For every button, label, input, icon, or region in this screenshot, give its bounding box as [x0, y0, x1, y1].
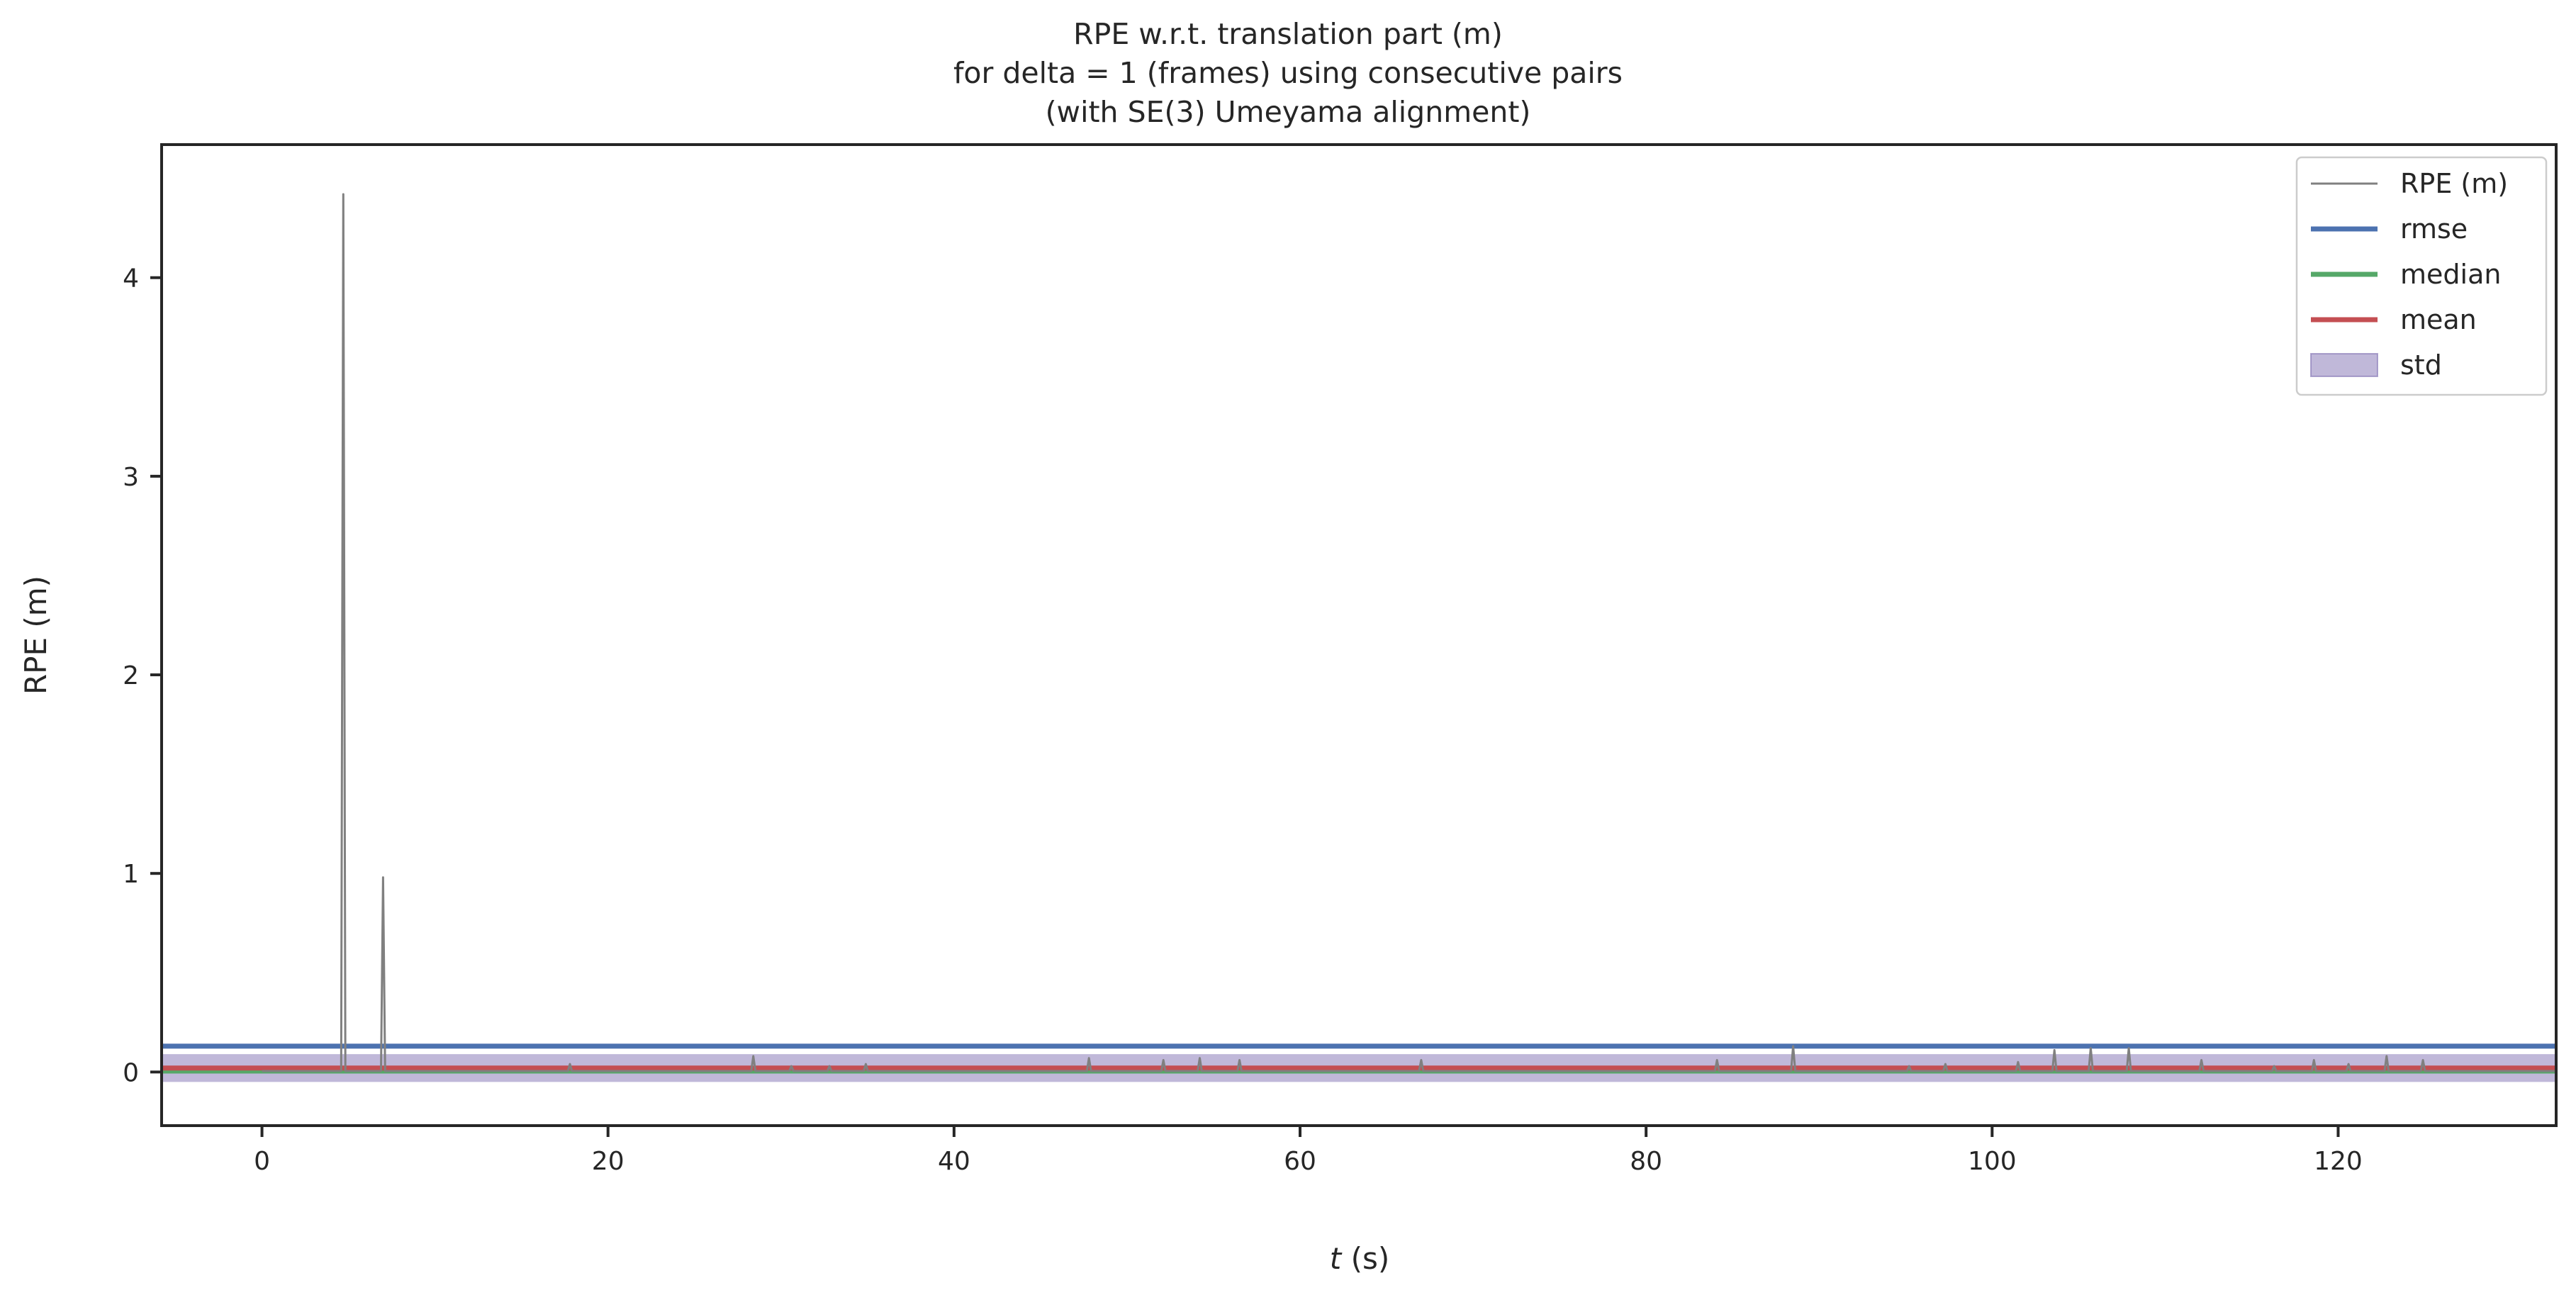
x-axis-label: t (s): [1330, 1241, 1389, 1276]
legend-label-std: std: [2400, 349, 2442, 381]
x-tick-label: 60: [1284, 1147, 1316, 1176]
chart-title-line-3: (with SE(3) Umeyama alignment): [1046, 95, 1531, 129]
legend-label-mean: mean: [2400, 304, 2477, 335]
x-tick-label: 40: [938, 1147, 970, 1176]
y-axis-label: RPE (m): [18, 576, 53, 695]
legend-label-rpe-m: RPE (m): [2400, 168, 2508, 199]
x-tick-label: 0: [254, 1147, 270, 1176]
y-tick-label: 0: [123, 1058, 139, 1087]
x-tick-label: 120: [2314, 1147, 2363, 1176]
legend-label-rmse: rmse: [2400, 213, 2468, 245]
x-tick-label: 20: [592, 1147, 625, 1176]
legend-label-median: median: [2400, 259, 2501, 290]
legend: RPE (m) rmse median mean std: [2295, 156, 2548, 396]
plot-frame: [160, 143, 2558, 1127]
rpe-series-line: [262, 193, 2556, 1072]
x-axis-label-var: t: [1330, 1241, 1343, 1276]
legend-box: [2295, 156, 2548, 396]
legend-swatch-std: [2310, 353, 2378, 377]
x-axis-label-unit: (s): [1341, 1241, 1389, 1276]
chart-title-line-2: for delta = 1 (frames) using consecutive…: [953, 56, 1623, 90]
y-tick-label: 4: [123, 264, 139, 293]
y-tick-label: 2: [123, 661, 139, 690]
chart-title-line-1: RPE w.r.t. translation part (m): [1073, 17, 1503, 51]
y-tick-label: 1: [123, 860, 139, 889]
y-tick-label: 3: [123, 463, 139, 492]
x-tick-label: 80: [1630, 1147, 1662, 1176]
y-ticks: 0 1 2 3 4: [123, 264, 162, 1087]
series-layer: [262, 193, 2556, 1072]
x-ticks: 0 20 40 60 80 100 120: [254, 1126, 2363, 1176]
x-tick-label: 100: [1968, 1147, 2017, 1176]
